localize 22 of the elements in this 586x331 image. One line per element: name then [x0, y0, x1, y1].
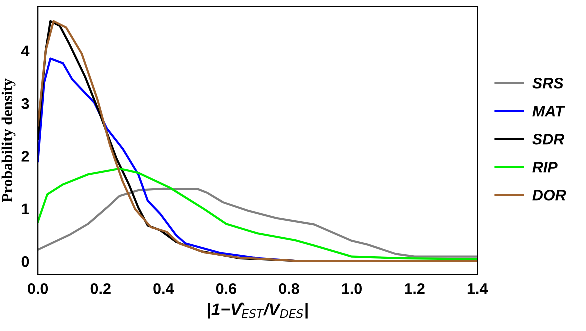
x-tick-label: 1.0 [342, 283, 362, 294]
y-tick-label: 2 [22, 151, 30, 162]
line-series [38, 188, 478, 258]
x-tick-label: 1.2 [405, 283, 425, 294]
x-tick-label: 0.4 [154, 283, 174, 294]
y-tick-label: 1 [22, 204, 30, 214]
y-tick-label: 4 [21, 46, 30, 56]
legend-label: SRS [532, 78, 564, 89]
y-tick-label: 3 [22, 98, 30, 110]
line-series [38, 168, 478, 260]
x-tick-label: 0.6 [216, 283, 237, 294]
y-tick-label: 0 [22, 256, 30, 268]
legend-label: RIP [532, 162, 558, 173]
x-tick-label: 0.2 [90, 283, 111, 294]
legend-label: DOR [532, 190, 566, 201]
legend-label: SDR [532, 134, 565, 145]
legend-label: MAT [532, 106, 566, 117]
x-tick-label: 0.8 [279, 283, 300, 294]
x-tick-label: 0.0 [28, 283, 48, 294]
x-axis-title: |1−V̂$_{EST}$/V$_{DES}$| [208, 302, 308, 319]
x-tick-label: 1.4 [468, 284, 488, 294]
y-axis-title: Probability density [2, 78, 16, 202]
